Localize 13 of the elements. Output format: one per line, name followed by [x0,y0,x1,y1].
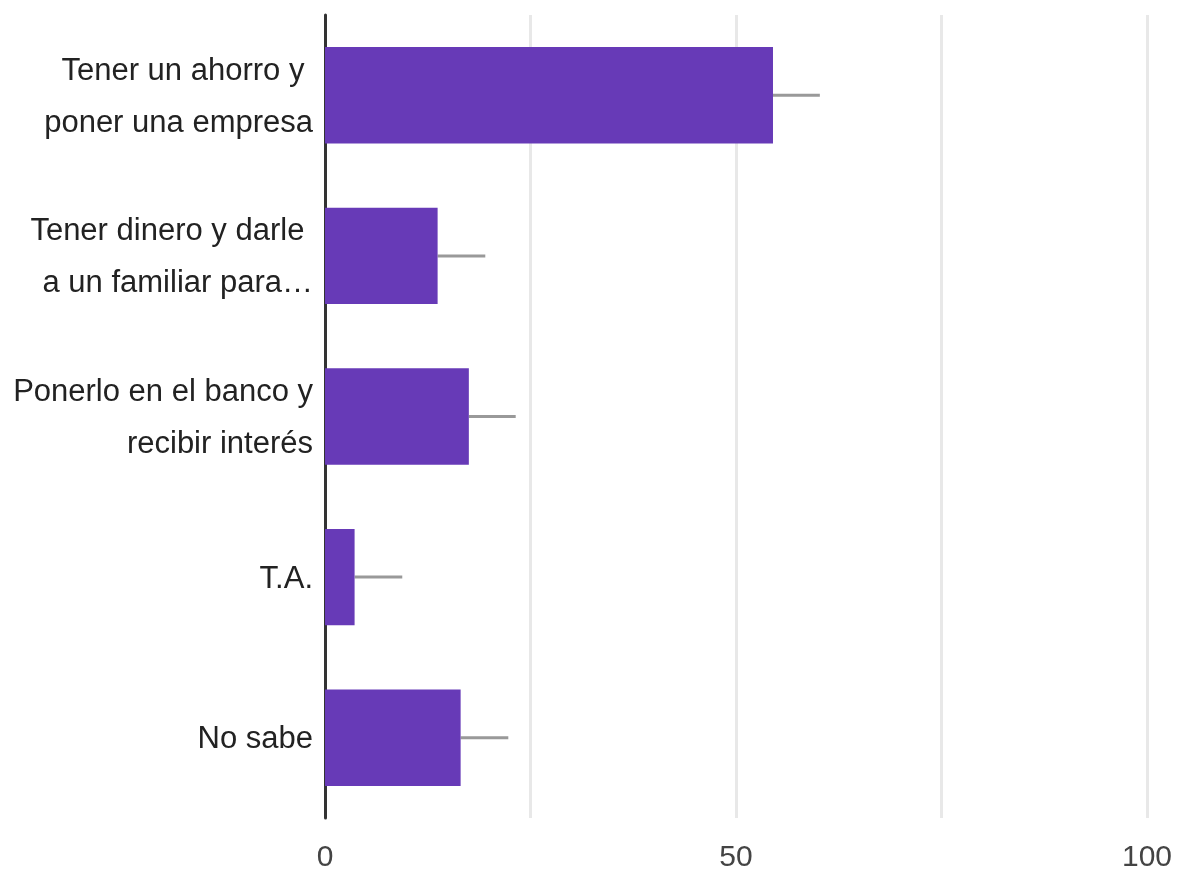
bar [325,528,355,626]
x-tick-label: 50 [719,838,753,872]
y-tick-label: T.A. [259,559,313,595]
x-tick-label: 0 [316,838,334,872]
y-tick-label: Tener dinero y darle a un familiar para… [30,212,313,300]
bar [325,47,773,144]
y-tick-label: No sabe [197,720,313,756]
y-tick-label: Ponerlo en el banco y recibir interés [13,373,314,460]
bar [325,689,461,786]
y-tick-label: Tener un ahorro y poner una empresa [44,51,314,139]
x-tick-label: 100 [1121,838,1173,872]
bar [325,368,469,465]
bar [325,207,438,305]
